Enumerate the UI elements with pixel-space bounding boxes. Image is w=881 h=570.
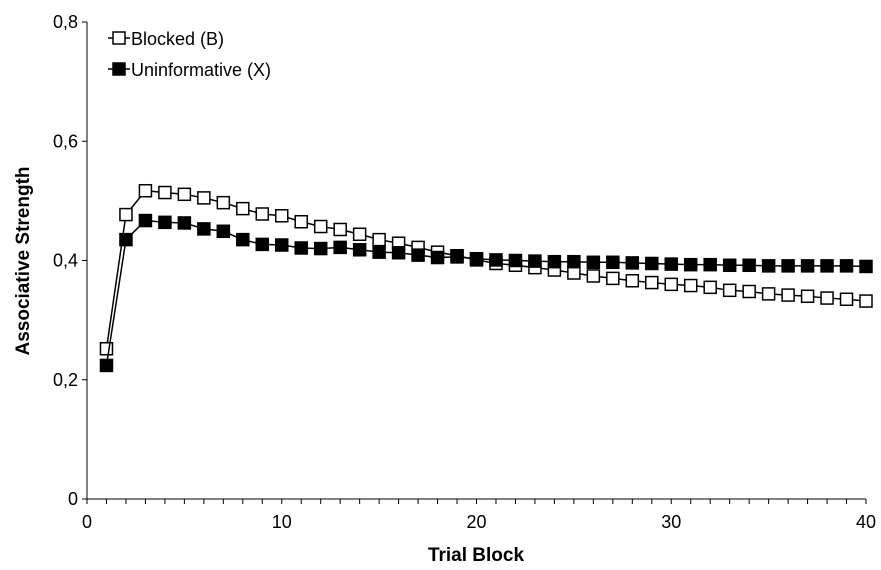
x-tick-label: 40 <box>856 512 876 532</box>
data-point-uninformative <box>839 259 854 273</box>
data-point-uninformative <box>313 241 328 256</box>
series-line-uninformative <box>105 219 867 366</box>
y-tick-label: 0,4 <box>53 251 78 271</box>
data-point-blocked <box>138 183 153 198</box>
data-point-uninformative <box>138 213 153 228</box>
legend-item-uninformative: Uninformative (X) <box>108 60 271 80</box>
data-point-blocked <box>625 274 640 288</box>
x-tick-label: 20 <box>466 512 486 532</box>
data-point-blocked <box>839 292 854 307</box>
data-point-uninformative <box>99 358 114 373</box>
data-point-uninformative <box>372 245 386 259</box>
y-axis-title: Associative Strength <box>13 167 34 356</box>
data-point-uninformative <box>703 257 717 272</box>
data-point-uninformative <box>645 256 659 271</box>
data-point-uninformative <box>333 240 347 255</box>
data-point-blocked <box>158 185 172 200</box>
data-point-uninformative <box>197 222 211 236</box>
legend-marker-uninformative <box>112 62 126 76</box>
data-point-blocked <box>859 294 873 308</box>
data-point-blocked <box>216 195 231 210</box>
y-tick-label: 0,8 <box>53 12 78 32</box>
series-line-blocked <box>105 189 867 349</box>
series-layer <box>99 183 873 373</box>
data-point-blocked <box>255 207 270 221</box>
data-point-uninformative <box>158 215 172 230</box>
data-point-uninformative <box>664 257 678 271</box>
data-point-uninformative <box>119 232 133 247</box>
data-point-uninformative <box>430 250 445 265</box>
data-point-uninformative <box>469 251 484 266</box>
legend-label-blocked: Blocked (B) <box>131 29 224 49</box>
data-point-blocked <box>645 275 659 290</box>
legend-label-uninformative: Uninformative (X) <box>131 60 271 80</box>
legend: Blocked (B) Uninformative (X) <box>108 29 271 80</box>
data-point-blocked <box>664 277 678 292</box>
data-point-uninformative <box>450 250 464 264</box>
data-point-blocked <box>703 280 717 295</box>
x-tick-label: 30 <box>661 512 681 532</box>
data-point-uninformative <box>489 253 503 267</box>
data-point-uninformative <box>625 256 640 270</box>
legend-marker-blocked <box>112 31 126 45</box>
data-point-blocked <box>761 287 776 301</box>
y-tick-label: 0,6 <box>53 131 78 151</box>
data-point-blocked <box>781 288 795 302</box>
data-point-blocked <box>820 291 834 305</box>
data-point-uninformative <box>177 216 192 230</box>
x-axis-title: Trial Block <box>428 545 525 566</box>
data-point-uninformative <box>781 259 795 273</box>
data-point-uninformative <box>683 257 698 272</box>
data-point-uninformative <box>528 254 542 268</box>
x-tick-label: 0 <box>82 512 92 532</box>
data-point-uninformative <box>800 259 815 273</box>
data-point-blocked <box>586 269 601 283</box>
data-point-blocked <box>177 187 192 202</box>
data-point-uninformative <box>547 254 562 269</box>
data-point-blocked <box>567 266 581 280</box>
data-point-blocked <box>352 227 367 242</box>
data-point-blocked <box>683 278 698 293</box>
data-point-uninformative <box>761 259 776 273</box>
data-point-uninformative <box>236 232 250 247</box>
data-point-uninformative <box>255 237 270 252</box>
data-point-blocked <box>197 191 211 205</box>
x-ticks: 0 10 20 30 40 <box>82 499 876 532</box>
data-point-blocked <box>722 283 737 298</box>
data-point-blocked <box>119 207 133 222</box>
y-tick-label: 0,2 <box>53 370 78 390</box>
data-point-uninformative <box>606 255 620 270</box>
y-ticks: 0 0,2 0,4 0,6 0,8 <box>53 12 87 509</box>
data-point-blocked <box>742 284 756 299</box>
x-tick-label: 10 <box>272 512 292 532</box>
data-point-blocked <box>99 341 114 356</box>
data-point-uninformative <box>722 258 737 273</box>
data-point-uninformative <box>411 248 425 262</box>
data-point-uninformative <box>352 243 367 257</box>
data-point-uninformative <box>294 241 308 255</box>
series-blocked <box>99 183 873 356</box>
data-point-uninformative <box>275 238 289 252</box>
y-tick-label: 0 <box>68 489 78 509</box>
data-point-uninformative <box>586 255 601 270</box>
data-point-uninformative <box>508 253 523 268</box>
data-point-blocked <box>294 214 308 229</box>
series-uninformative <box>99 213 873 373</box>
data-point-blocked <box>236 201 250 216</box>
data-point-uninformative <box>742 258 756 273</box>
data-point-uninformative <box>391 245 406 260</box>
data-point-blocked <box>800 289 815 304</box>
data-point-uninformative <box>820 259 834 273</box>
data-point-blocked <box>333 222 347 237</box>
data-point-blocked <box>606 271 620 286</box>
data-point-uninformative <box>216 224 231 239</box>
data-point-uninformative <box>567 254 581 269</box>
data-point-blocked <box>372 232 386 247</box>
data-point-uninformative <box>859 259 873 274</box>
data-point-blocked <box>275 209 289 223</box>
data-point-blocked <box>313 219 328 234</box>
legend-item-blocked: Blocked (B) <box>108 29 224 49</box>
